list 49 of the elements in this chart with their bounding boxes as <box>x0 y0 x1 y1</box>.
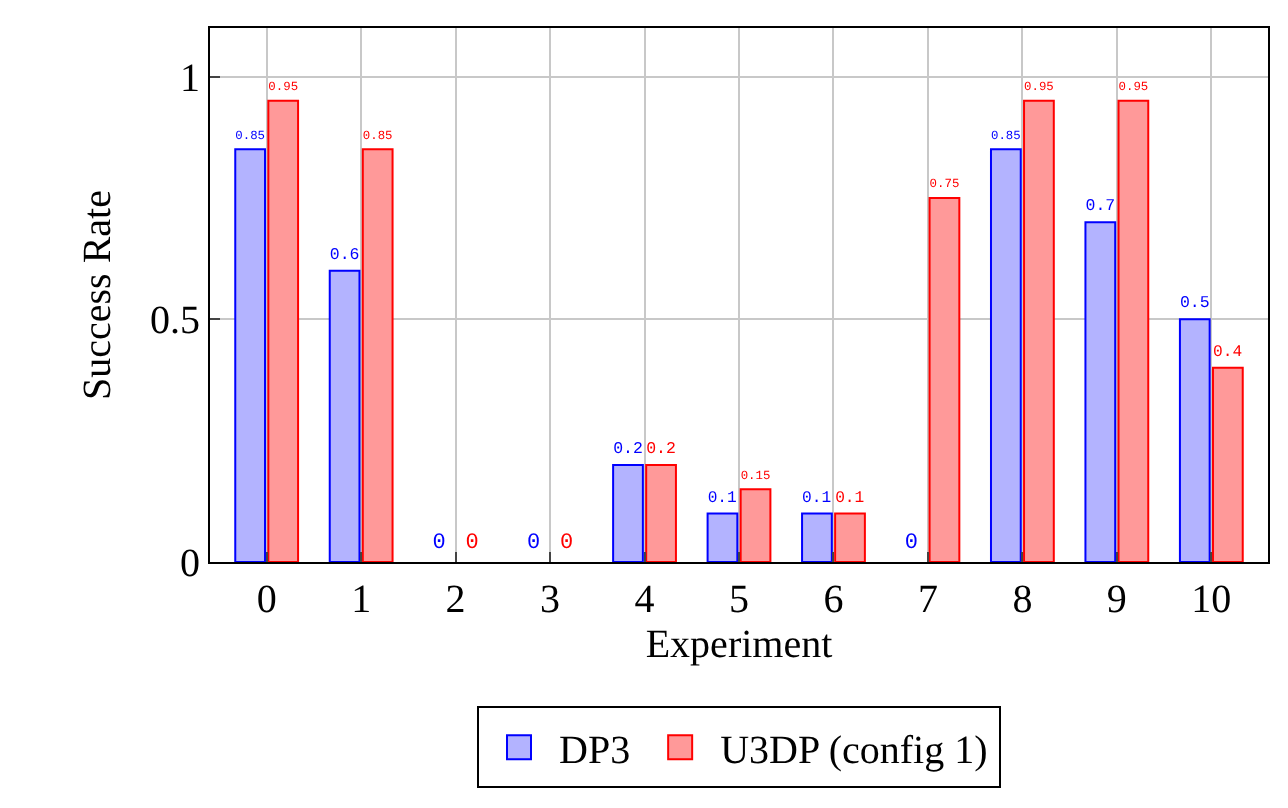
data-label: 0 <box>465 532 479 556</box>
data-label: 0 <box>559 532 574 556</box>
bar <box>706 512 739 562</box>
bar <box>801 512 833 562</box>
bar <box>1178 318 1211 562</box>
y-axis-title: Success Rate <box>76 189 120 400</box>
legend-label: DP3 <box>559 728 631 773</box>
y-tick-label: 0.5 <box>150 299 200 344</box>
data-label: 0.2 <box>646 440 676 459</box>
data-label: 0.7 <box>1085 198 1116 217</box>
bar <box>612 463 644 562</box>
y-tick-label: 1 <box>180 56 200 101</box>
x-tick-label: 0 <box>256 578 277 622</box>
data-label: 0.1 <box>835 489 865 508</box>
x-tick-label: 1 <box>351 578 372 622</box>
x-tick-label: 5 <box>729 578 749 622</box>
data-label: 0.4 <box>1212 343 1243 362</box>
x-tick-label: 9 <box>1106 578 1127 622</box>
bar <box>1023 99 1055 562</box>
bar <box>928 196 961 562</box>
x-tick-label: 7 <box>917 578 938 622</box>
x-axis-title: Experiment <box>645 623 834 667</box>
bar <box>328 269 361 562</box>
x-tick-label: 10 <box>1191 578 1232 622</box>
data-label: 0.6 <box>329 246 360 265</box>
data-label: 0 <box>432 532 446 556</box>
data-label: 0.1 <box>802 489 832 508</box>
data-label: 0.2 <box>613 440 643 459</box>
data-label: 0.5 <box>1179 295 1210 314</box>
data-label: 0 <box>904 532 919 556</box>
bar <box>834 512 866 562</box>
bar <box>989 148 1022 562</box>
bar <box>1211 366 1244 562</box>
y-tick-label: 0 <box>180 542 200 586</box>
legend-label: U3DP (config 1) <box>720 728 988 773</box>
bar <box>739 488 772 562</box>
x-tick-label: 6 <box>823 578 844 622</box>
x-tick-label: 3 <box>540 578 561 622</box>
data-label: 0.1 <box>707 489 738 508</box>
x-tick-label: 8 <box>1012 578 1033 622</box>
bar <box>361 148 394 562</box>
bar <box>645 463 677 562</box>
bar <box>234 148 267 562</box>
x-tick-label: 4 <box>634 578 655 622</box>
bar <box>267 99 300 562</box>
data-label: 0 <box>526 532 541 556</box>
bar <box>1117 99 1150 562</box>
x-tick-label: 2 <box>445 578 466 622</box>
bar <box>1084 221 1117 562</box>
